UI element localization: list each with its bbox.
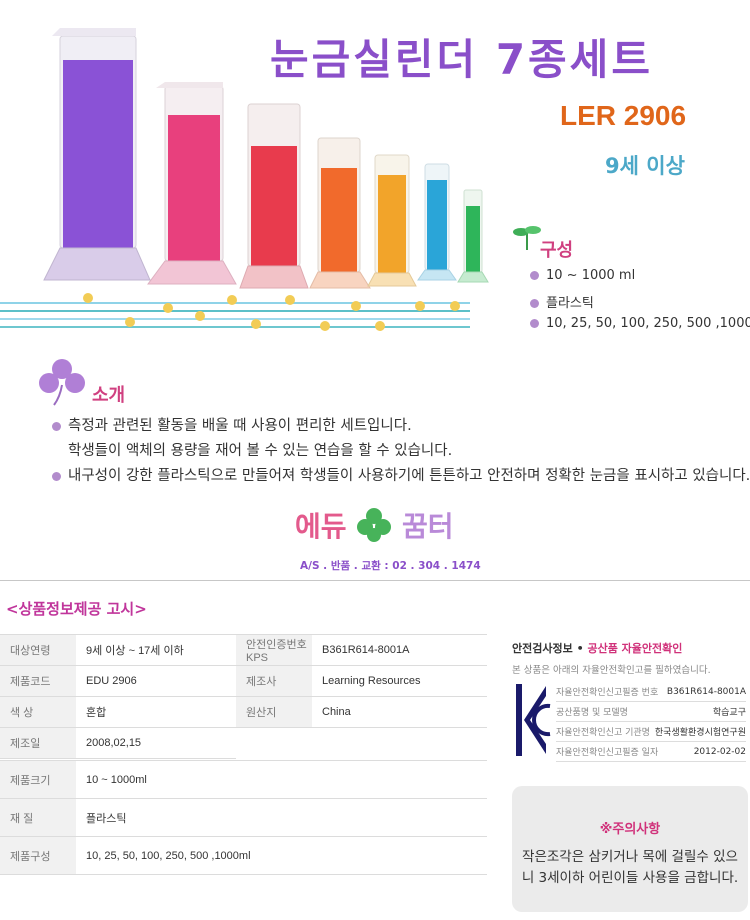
as-contact: A/S . 반품 . 교환 : 02 . 304 . 1474 bbox=[300, 560, 481, 572]
decorative-stripes bbox=[0, 293, 470, 332]
edu-logo: 에듀 꿈터 bbox=[295, 505, 454, 550]
intro-heading: 소개 bbox=[92, 385, 126, 406]
composition-item: 10 ~ 1000 ml bbox=[530, 268, 635, 283]
cylinder-100ml bbox=[309, 137, 371, 289]
stripe bbox=[0, 318, 470, 320]
cell-key: 안전인증번호KPS bbox=[236, 634, 312, 666]
product-hero: 눈금실린더 7종세트 LER 2906 9세 이상 구성 10 ~ 1000 m… bbox=[0, 0, 750, 345]
safety-info: 안전검사정보 • 공산품 자율안전확인 본 상품은 아래의 자율안전확인고를 필… bbox=[512, 640, 748, 676]
clover-icon bbox=[39, 359, 85, 406]
cylinder-10ml bbox=[457, 189, 489, 283]
age-label: 9세 이상 bbox=[605, 154, 685, 178]
intro-line: 측정과 관련된 활동을 배울 때 사용이 편리한 세트입니다. bbox=[52, 414, 412, 435]
caution-title: ※주의사항 bbox=[599, 822, 661, 837]
table-row: 제조일 2008,02,15 bbox=[0, 727, 487, 759]
cell-key: 제조일 bbox=[0, 727, 76, 759]
cell-key: 원산지 bbox=[236, 696, 312, 728]
stripe bbox=[0, 326, 470, 328]
cylinders-illustration bbox=[43, 28, 489, 289]
cell-value: 플라스틱 bbox=[76, 798, 487, 837]
bullet-icon bbox=[52, 421, 61, 431]
cell-value: China bbox=[312, 696, 487, 728]
kc-info: 자율안전확인신고필증 번호 B361R614-8001A 공산품명 및 모델명 학습… bbox=[556, 682, 746, 762]
logo-clover-icon bbox=[356, 507, 392, 550]
logo-text-right: 꿈터 bbox=[402, 510, 454, 543]
cell-key: 제품코드 bbox=[0, 665, 76, 697]
cell-value: B361R614-8001A bbox=[312, 634, 487, 666]
cylinder-25ml bbox=[417, 163, 457, 281]
table-row: 제품구성 10, 25, 50, 100, 250, 500 ,1000ml bbox=[0, 836, 487, 875]
cell-key: 제품구성 bbox=[0, 836, 76, 875]
bullet-icon bbox=[530, 271, 539, 280]
stripe bbox=[0, 310, 470, 312]
kc-mark-icon bbox=[516, 684, 551, 756]
cell-value: 2008,02,15 bbox=[76, 727, 236, 759]
safety-desc: 본 상품은 아래의 자율안전확인고를 필하였습니다. bbox=[512, 665, 711, 676]
intro-line: 학생들이 액체의 용량을 재어 볼 수 있는 연습을 할 수 있습니다. bbox=[68, 443, 453, 459]
bullet-icon bbox=[530, 319, 539, 328]
kc-row: 자율안전확인신고필증 일자 2012-02-02 bbox=[556, 742, 746, 762]
table-row: 재 질 플라스틱 bbox=[0, 798, 487, 837]
table-row: 제품크기 10 ~ 1000ml bbox=[0, 760, 487, 799]
intro-line: 내구성이 강한 플라스틱으로 만들어져 학생들이 사용하기에 튼튼하고 안전하며… bbox=[52, 464, 750, 485]
cell-key: 제조사 bbox=[236, 665, 312, 697]
kc-row: 자율안전확인신고 기관명 한국생활환경시험연구원 bbox=[556, 722, 746, 742]
info-table-2: 제품크기 10 ~ 1000ml 재 질 플라스틱 제품구성 10, 25, 5… bbox=[0, 760, 487, 875]
table-row: 제품코드 EDU 2906 제조사 Learning Resources bbox=[0, 665, 487, 697]
info-heading: <상품정보제공 고시> bbox=[6, 600, 147, 618]
cell-key: 재 질 bbox=[0, 798, 76, 837]
cylinder-1000ml bbox=[43, 28, 151, 281]
composition-heading: 구성 bbox=[540, 240, 574, 261]
bullet-icon bbox=[52, 471, 61, 481]
cell-value: 9세 이상 ~ 17세 이하 bbox=[76, 634, 236, 666]
cell-key: 색 상 bbox=[0, 696, 76, 728]
info-table: 대상연령 9세 이상 ~ 17세 이하 안전인증번호KPS B361R614-8… bbox=[0, 634, 487, 759]
composition-item: 10, 25, 50, 100, 250, 500 ,1000 ml bbox=[530, 316, 750, 331]
caution-text: 작은조각은 삼키거나 목에 걸릴수 있으 니 3세이하 어린이들 사용을 금합니… bbox=[521, 849, 739, 886]
cell-value: Learning Resources bbox=[312, 665, 487, 697]
table-row: 대상연령 9세 이상 ~ 17세 이하 안전인증번호KPS B361R614-8… bbox=[0, 634, 487, 666]
logo-text-left: 에듀 bbox=[295, 510, 347, 543]
sprout-icon bbox=[513, 226, 541, 250]
cell-key: 대상연령 bbox=[0, 634, 76, 666]
composition-item: 플라스틱 bbox=[530, 292, 594, 311]
cell-value: 10 ~ 1000ml bbox=[76, 760, 487, 799]
cylinder-500ml bbox=[147, 82, 237, 285]
section-divider bbox=[0, 580, 750, 581]
cell-value: 혼합 bbox=[76, 696, 236, 728]
kc-row: 자율안전확인신고필증 번호 B361R614-8001A bbox=[556, 682, 746, 702]
product-code: LER 2906 bbox=[560, 100, 687, 131]
cylinder-50ml bbox=[367, 154, 417, 287]
product-title: 눈금실린더 7종세트 bbox=[270, 35, 653, 84]
heart-beads bbox=[83, 293, 460, 331]
table-row: 색 상 혼합 원산지 China bbox=[0, 696, 487, 728]
cell-value: EDU 2906 bbox=[76, 665, 236, 697]
cell-value: 10, 25, 50, 100, 250, 500 ,1000ml bbox=[76, 836, 487, 875]
kc-row: 공산품명 및 모델명 학습교구 bbox=[556, 702, 746, 722]
caution-box: ※주의사항 작은조각은 삼키거나 목에 걸릴수 있으 니 3세이하 어린이들 사… bbox=[512, 786, 748, 912]
safety-title: 안전검사정보 • 공산품 자율안전확인 bbox=[512, 642, 683, 655]
cell-key: 제품크기 bbox=[0, 760, 76, 799]
bullet-icon bbox=[530, 299, 539, 308]
cylinder-250ml bbox=[239, 103, 309, 289]
